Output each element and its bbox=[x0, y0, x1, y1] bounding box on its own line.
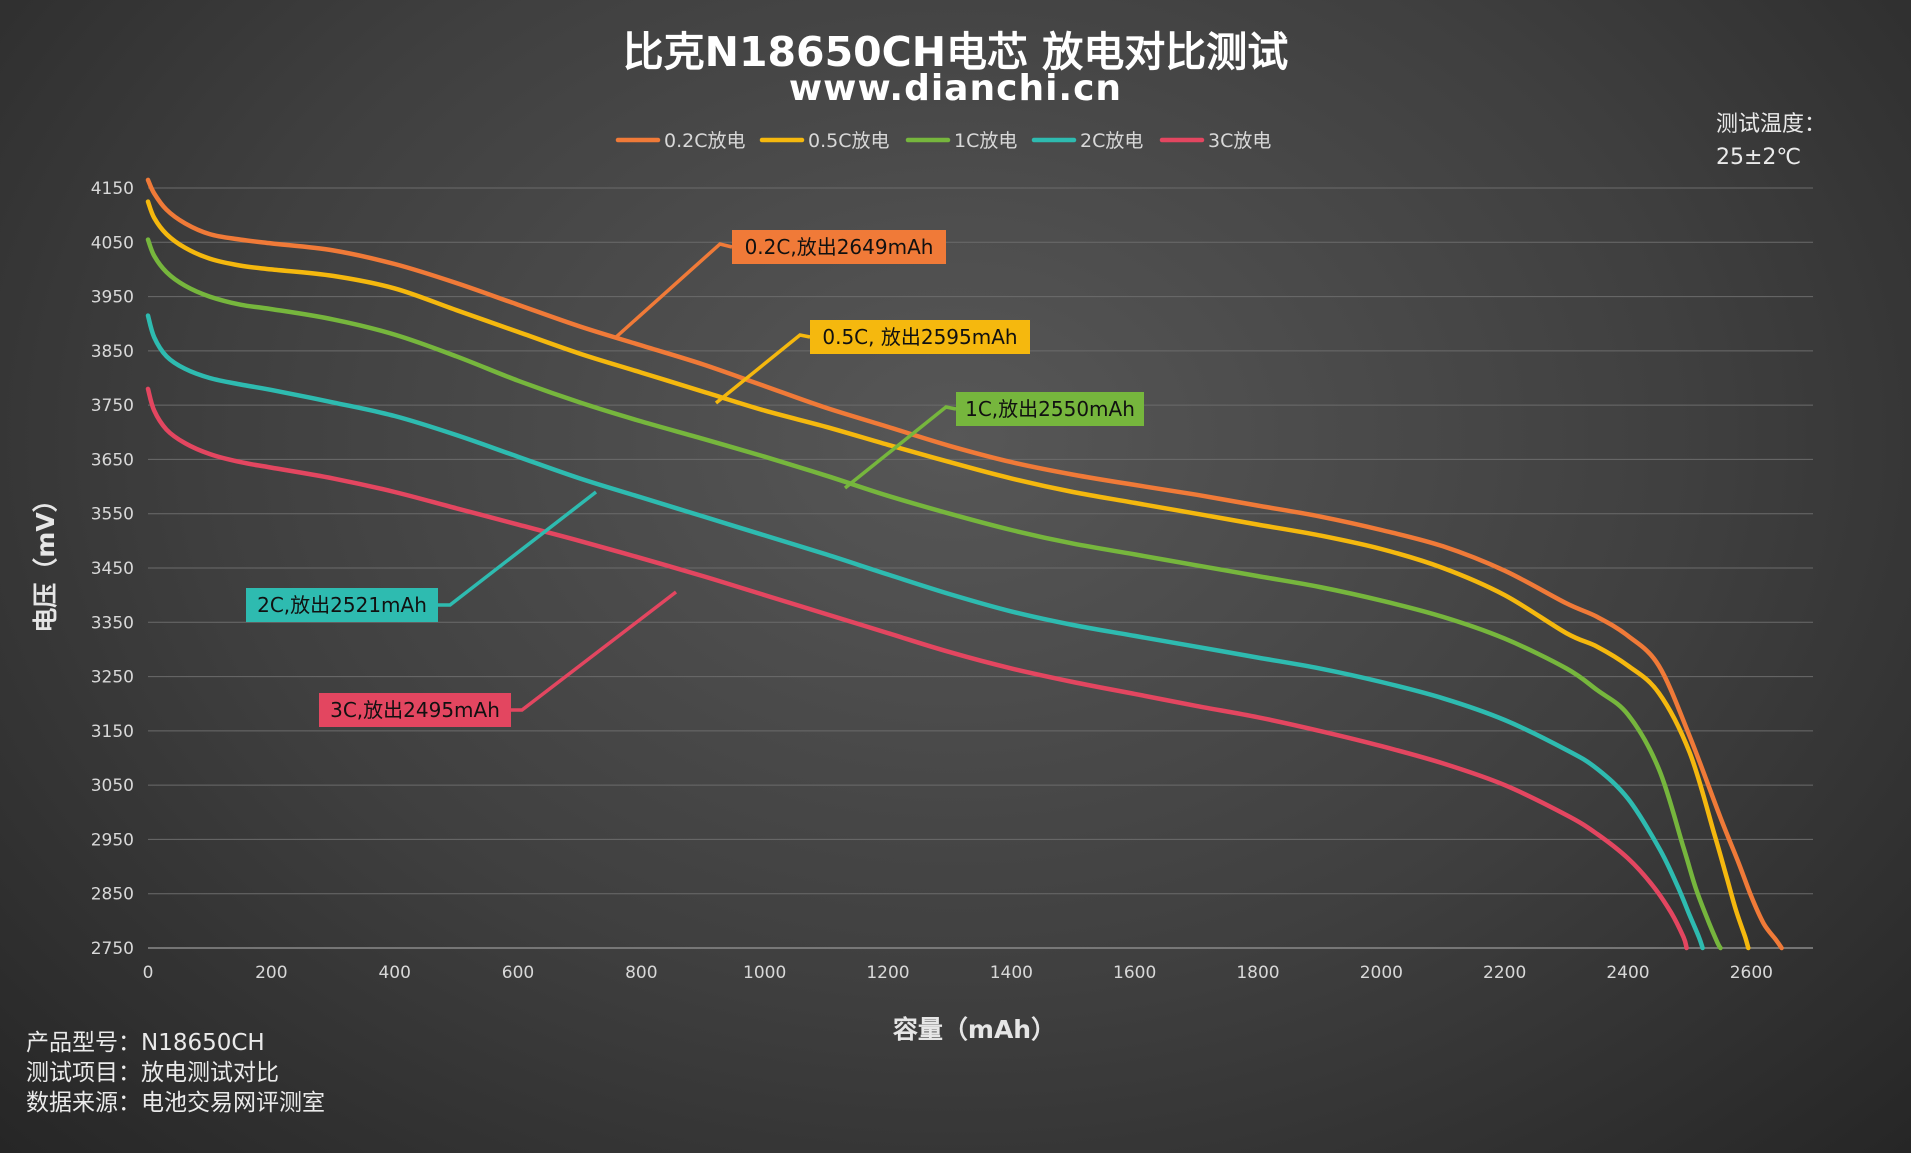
chart-subtitle: www.dianchi.cn bbox=[788, 68, 1123, 109]
footer-line-model: 产品型号：N18650CH bbox=[26, 1028, 325, 1058]
y-tick-label: 3750 bbox=[91, 396, 134, 416]
y-tick-label: 2750 bbox=[91, 939, 134, 959]
x-tick-label: 1600 bbox=[1113, 963, 1156, 983]
callout-box bbox=[732, 230, 946, 264]
y-tick-label: 3050 bbox=[91, 776, 134, 796]
callout-box bbox=[956, 392, 1144, 426]
footer-value: N18650CH bbox=[141, 1030, 265, 1056]
callout-label: 2C,放出2521mAh bbox=[257, 593, 427, 617]
y-tick-label: 2950 bbox=[91, 830, 134, 850]
x-tick-label: 2600 bbox=[1730, 963, 1773, 983]
footer-label: 测试项目： bbox=[26, 1060, 141, 1086]
x-tick-label: 2000 bbox=[1360, 963, 1403, 983]
series-line-0_2C bbox=[145, 177, 1784, 951]
footer-line-source: 数据来源：电池交易网评测室 bbox=[26, 1088, 325, 1118]
x-tick-label: 1400 bbox=[990, 963, 1033, 983]
callout-label: 1C,放出2550mAh bbox=[965, 397, 1135, 421]
callout-box bbox=[246, 588, 438, 622]
footer-line-test: 测试项目：放电测试对比 bbox=[26, 1058, 325, 1088]
x-tick-label: 1000 bbox=[743, 963, 786, 983]
x-tick-label: 0 bbox=[143, 963, 154, 983]
callout-leader bbox=[438, 490, 598, 607]
x-tick-label: 600 bbox=[502, 963, 534, 983]
callout-label: 0.5C, 放出2595mAh bbox=[822, 325, 1017, 349]
y-axis-title: 电压（mV） bbox=[31, 487, 60, 632]
footer-value: 放电测试对比 bbox=[141, 1060, 279, 1086]
x-tick-label: 200 bbox=[255, 963, 287, 983]
x-tick-label: 2200 bbox=[1483, 963, 1526, 983]
y-tick-label: 3450 bbox=[91, 559, 134, 579]
y-tick-label: 3650 bbox=[91, 450, 134, 470]
x-tick-label: 1800 bbox=[1236, 963, 1279, 983]
y-tick-label: 3150 bbox=[91, 722, 134, 742]
footer-info: 产品型号：N18650CH 测试项目：放电测试对比 数据来源：电池交易网评测室 bbox=[26, 1028, 325, 1118]
legend-label: 1C放电 bbox=[954, 130, 1017, 152]
series-line-3C bbox=[145, 386, 1689, 951]
series-line-1C bbox=[145, 237, 1723, 951]
legend-label: 3C放电 bbox=[1208, 130, 1271, 152]
footer-value: 电池交易网评测室 bbox=[141, 1090, 325, 1116]
callout-leader bbox=[843, 405, 957, 490]
callout-label: 3C,放出2495mAh bbox=[330, 698, 500, 722]
y-tick-label: 3350 bbox=[91, 613, 134, 633]
x-tick-label: 800 bbox=[625, 963, 657, 983]
test-temperature: 测试温度： 25±2℃ bbox=[1716, 108, 1826, 174]
x-tick-label: 1200 bbox=[866, 963, 909, 983]
callout-label: 0.2C,放出2649mAh bbox=[745, 235, 934, 259]
y-tick-label: 4150 bbox=[91, 179, 134, 199]
temperature-value: 25±2℃ bbox=[1716, 145, 1802, 170]
chart-title: 比克N18650CH电芯 放电对比测试 bbox=[622, 28, 1289, 76]
legend-label: 0.5C放电 bbox=[808, 130, 889, 152]
legend-label: 2C放电 bbox=[1080, 130, 1143, 152]
footer-label: 产品型号： bbox=[26, 1030, 141, 1056]
y-tick-label: 4050 bbox=[91, 233, 134, 253]
y-tick-label: 3250 bbox=[91, 668, 134, 688]
series-line-2C bbox=[145, 313, 1705, 951]
x-axis-title: 容量（mAh） bbox=[893, 1015, 1056, 1044]
callout-box bbox=[810, 320, 1030, 354]
x-tick-label: 2400 bbox=[1606, 963, 1649, 983]
temperature-label: 测试温度： bbox=[1716, 112, 1827, 137]
y-tick-label: 3850 bbox=[91, 342, 134, 362]
x-tick-label: 400 bbox=[378, 963, 410, 983]
callout-leader bbox=[511, 590, 678, 712]
series-line-0_5C bbox=[145, 199, 1751, 951]
callout-box bbox=[319, 693, 511, 727]
footer-label: 数据来源： bbox=[26, 1090, 141, 1116]
callout-leader bbox=[613, 242, 733, 340]
callout-leader bbox=[714, 333, 811, 405]
y-tick-label: 2850 bbox=[91, 885, 134, 905]
legend-label: 0.2C放电 bbox=[664, 130, 745, 152]
y-tick-label: 3950 bbox=[91, 288, 134, 308]
y-tick-label: 3550 bbox=[91, 505, 134, 525]
